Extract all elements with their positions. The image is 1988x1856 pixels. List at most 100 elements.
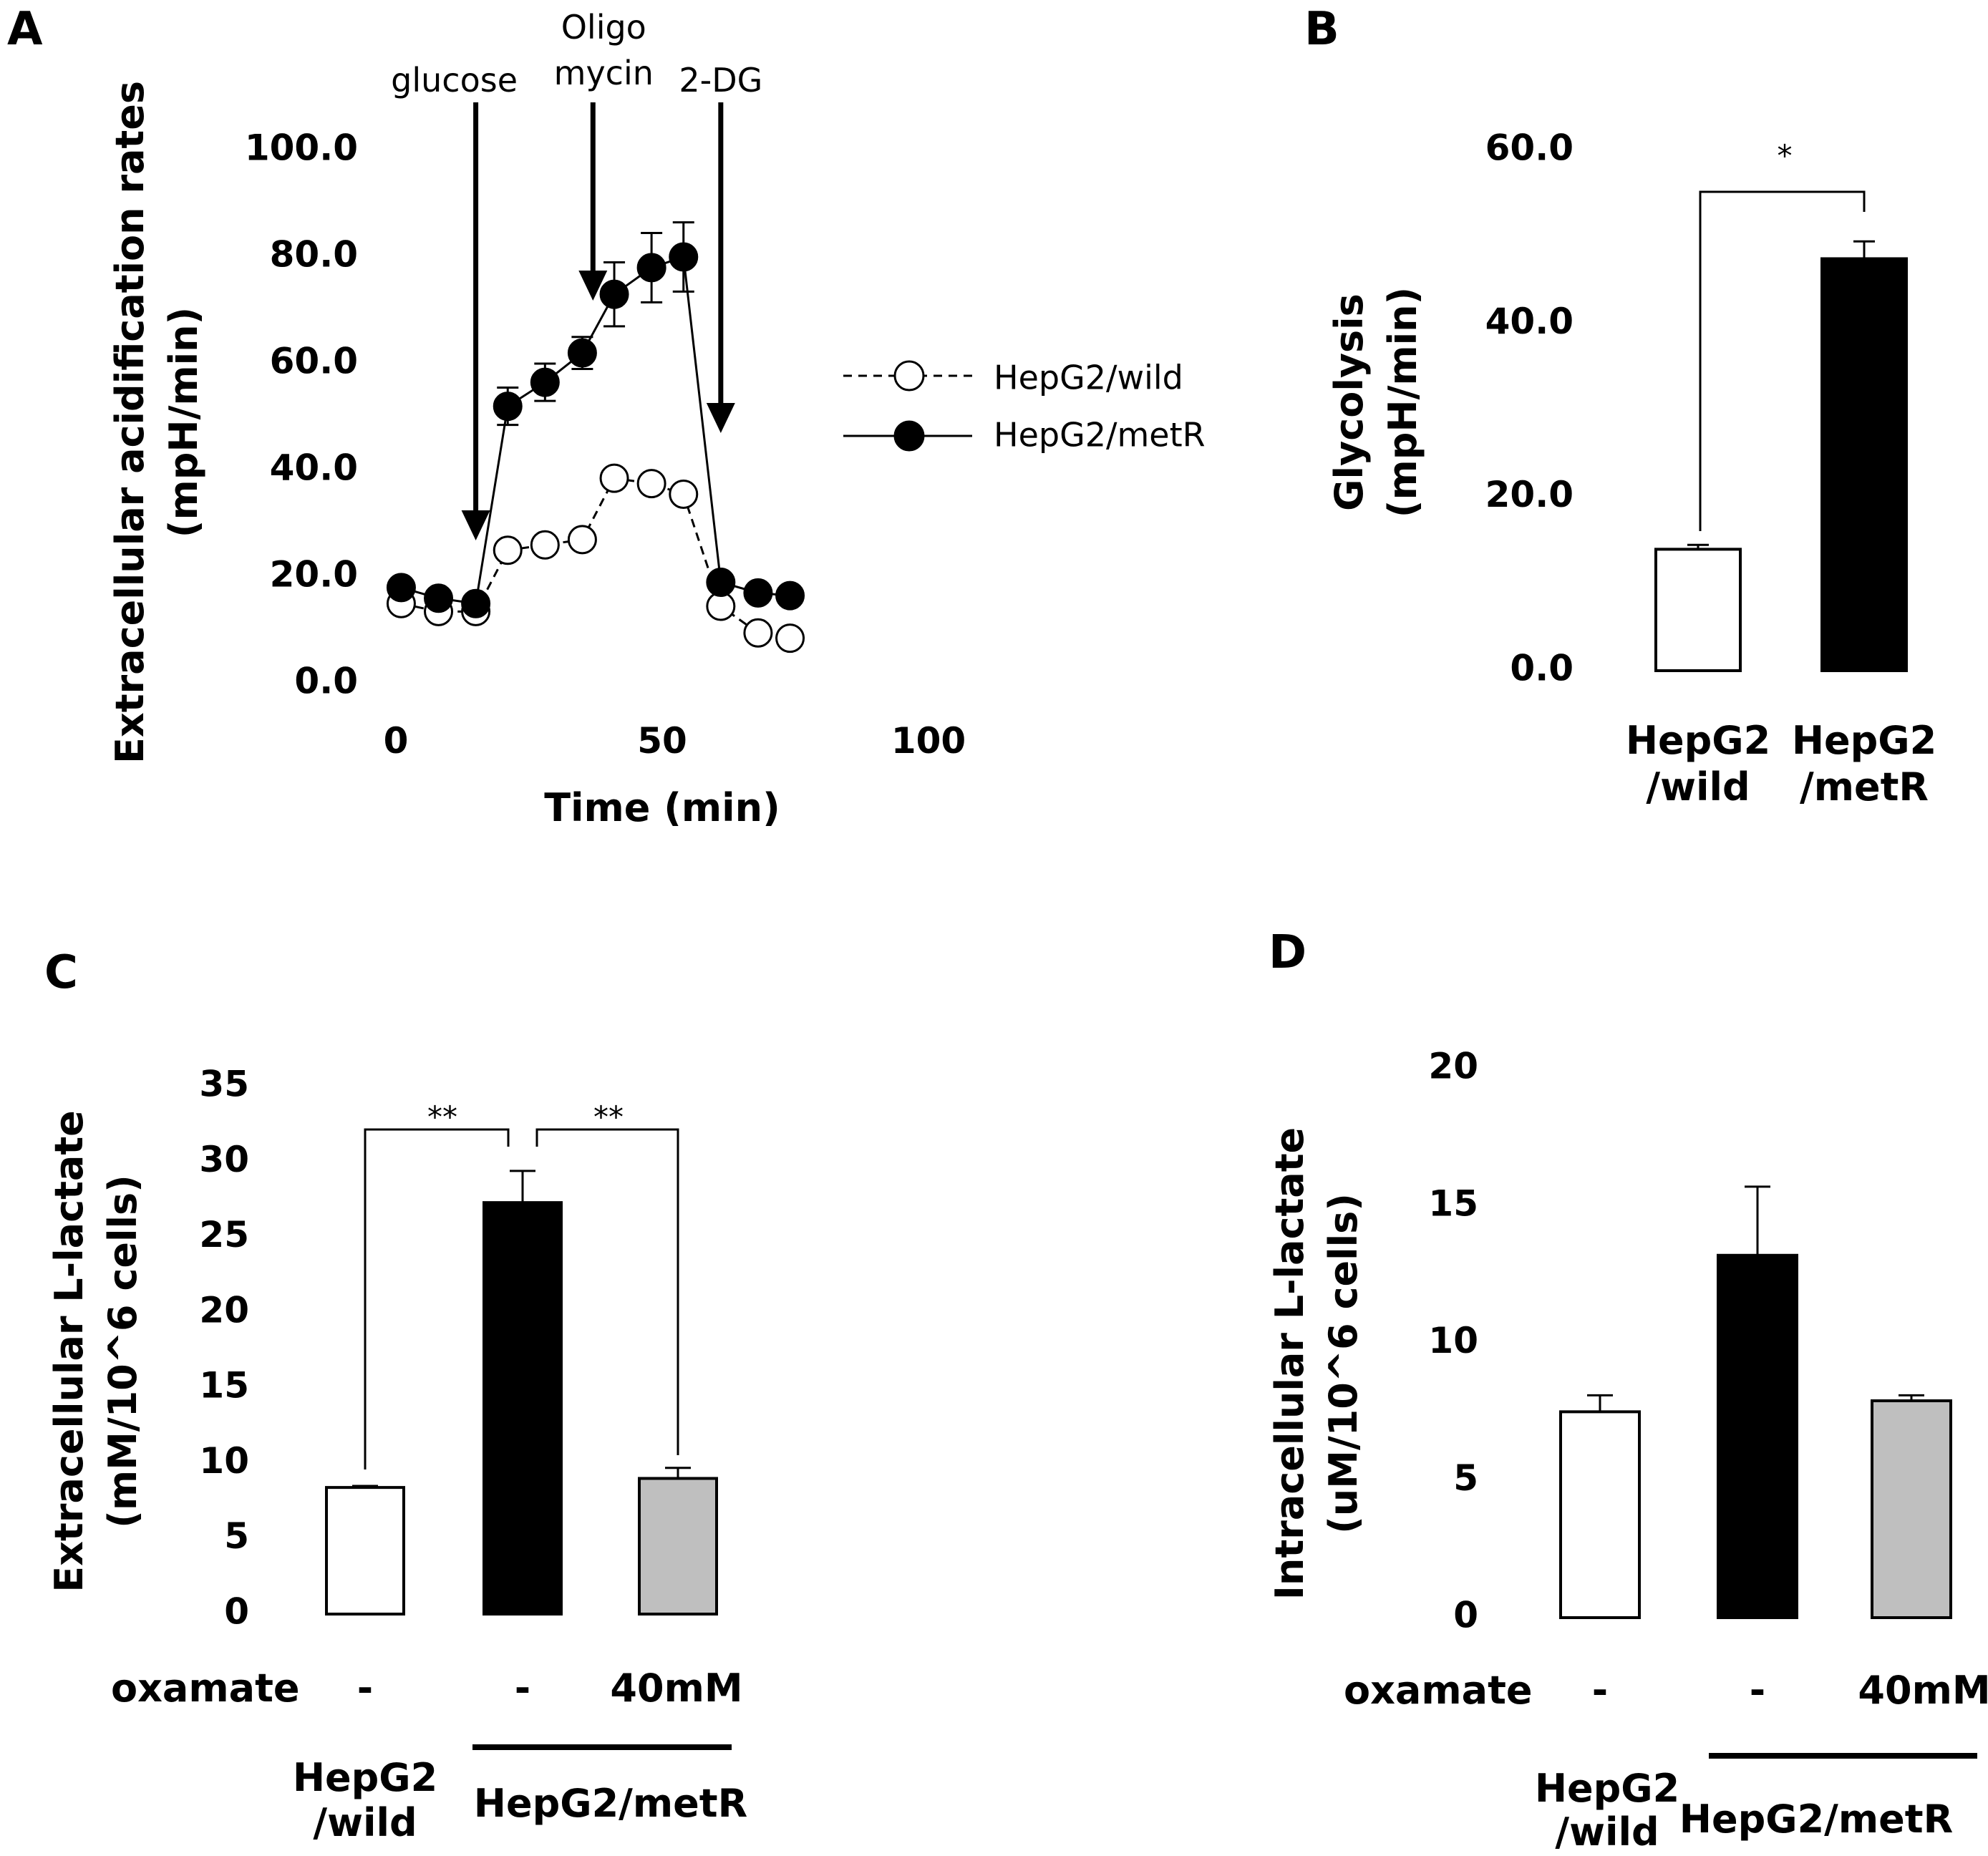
d-y-axis-title-line2: (uM/10^6 cells) — [1321, 1193, 1366, 1534]
legend-wild-marker — [893, 360, 925, 392]
a-y-axis-title-line1: Extracellular acidification rates — [107, 81, 152, 764]
d-y-axis-title-line1: Intracellular L-lactate — [1267, 1127, 1312, 1600]
a-x-tick-label: 100 — [891, 720, 966, 762]
a-x-tick-label: 0 — [384, 720, 409, 762]
c-y-tick-label: 0 — [224, 1591, 249, 1633]
b-significance-star: * — [1778, 138, 1793, 173]
chart-a: 0.0 20.0 40.0 60.0 80.0 100.0 0 50 100 Time (mi… — [107, 8, 1206, 830]
a-y-tick-label: 80.0 — [270, 234, 358, 276]
d-y-tick-label: 0 — [1453, 1595, 1478, 1636]
d-y-tick-label: 15 — [1428, 1182, 1478, 1224]
a-point-metr — [743, 578, 773, 608]
b-y-tick-label: 20.0 — [1485, 474, 1574, 515]
d-treatment-wild: - — [1592, 1668, 1608, 1713]
panel-letter-d: D — [1269, 926, 1306, 979]
c-treatment-metr-oxamate: 40mM — [610, 1666, 742, 1711]
a-point-wild — [775, 623, 805, 654]
b-y-axis-title-line2: (mpH/min) — [1380, 287, 1425, 518]
d-y-tick-label: 5 — [1453, 1457, 1478, 1499]
c-treatment-wild: - — [357, 1666, 373, 1711]
legend-metr-marker — [893, 420, 925, 452]
a-point-metr — [530, 367, 560, 397]
legend-metr-label: HepG2/metR — [994, 416, 1206, 455]
d-bars — [1559, 1185, 1952, 1620]
d-treatment-metr-oxamate: 40mM — [1858, 1668, 1988, 1713]
b-y-tick-label: 0.0 — [1510, 648, 1574, 689]
b-y-tick-label: 60.0 — [1485, 127, 1574, 169]
panel-letter-c: C — [44, 946, 78, 999]
a-point-metr — [669, 242, 699, 272]
c-bar — [483, 1201, 563, 1616]
a-point-wild — [530, 530, 560, 560]
c-bars — [325, 1170, 718, 1616]
a-point-wild — [493, 535, 523, 565]
a-point-wild — [669, 480, 699, 510]
c-significance-right: ** — [593, 1099, 624, 1135]
c-bar — [638, 1477, 718, 1616]
a-y-tick-label: 40.0 — [270, 447, 358, 489]
d-treatment-label: oxamate — [1344, 1668, 1533, 1713]
c-treatment-label: oxamate — [111, 1666, 300, 1711]
c-y-axis-title-line1: Extracellular L-lactate — [47, 1110, 92, 1593]
d-bar — [1559, 1410, 1641, 1619]
c-y-tick-label: 30 — [199, 1139, 249, 1180]
b-category-metr-line2: /metR — [1800, 764, 1929, 810]
a-point-metr — [636, 253, 666, 283]
a-arrow-head — [706, 403, 735, 433]
a-annotation-label: 2-DG — [679, 61, 762, 99]
a-point-wild — [743, 618, 773, 648]
b-y-axis-title-line1: Glycolysis — [1327, 293, 1372, 511]
chart-c: 0 5 10 15 20 25 30 35 Extracellular L-lactate (… — [47, 1064, 747, 1846]
a-annotation-label-line2: mycin — [554, 54, 654, 92]
c-y-tick-label: 10 — [199, 1440, 249, 1482]
c-y-tick-label: 15 — [199, 1365, 249, 1406]
b-bar — [1654, 548, 1742, 672]
d-group-wild-line1: HepG2 — [1535, 1766, 1679, 1811]
d-group-metr: HepG2/metR — [1679, 1797, 1953, 1842]
a-point-metr — [706, 567, 736, 597]
a-annotation-label-line1: Oligo — [561, 8, 646, 47]
a-point-wild — [599, 463, 629, 493]
panel-letter-a: A — [7, 3, 43, 56]
c-y-axis-title-line2: (mM/10^6 cells) — [100, 1175, 145, 1528]
c-group-wild-line1: HepG2 — [293, 1755, 437, 1800]
c-y-tick-label: 25 — [199, 1214, 249, 1255]
a-point-wild — [567, 525, 597, 555]
b-category-metr-line1: HepG2 — [1792, 718, 1936, 763]
a-point-metr — [424, 583, 454, 613]
a-x-tick-labels: 0 50 100 — [384, 720, 966, 762]
d-y-tick-labels: 0 5 10 15 20 — [1428, 1046, 1478, 1636]
a-y-axis-title-line2: (mpH/min) — [161, 307, 206, 538]
a-series — [386, 221, 805, 654]
a-x-tick-label: 50 — [637, 720, 687, 762]
c-y-tick-labels: 0 5 10 15 20 25 30 35 — [199, 1064, 249, 1633]
panel-letter-b: B — [1304, 3, 1339, 56]
a-series-line-1 — [401, 255, 790, 605]
d-bar — [1871, 1399, 1952, 1620]
a-point-metr — [493, 392, 523, 422]
c-significance-left: ** — [427, 1099, 457, 1135]
a-point-wild — [636, 469, 666, 499]
a-x-axis-title: Time (min) — [544, 785, 780, 830]
a-point-metr — [567, 338, 597, 368]
a-injection-arrows: glucose Oligo mycin 2-DG — [391, 8, 762, 540]
c-group-wild-line2: /wild — [313, 1800, 417, 1845]
b-bar — [1820, 257, 1908, 673]
c-y-tick-label: 20 — [199, 1289, 249, 1331]
b-category-wild-line2: /wild — [1646, 764, 1750, 810]
d-treatment-metr: - — [1750, 1668, 1765, 1713]
a-arrow-head — [578, 271, 608, 301]
a-y-tick-label: 100.0 — [245, 127, 358, 169]
c-bracket-right — [535, 1128, 679, 1455]
c-treatment-metr: - — [515, 1666, 530, 1711]
b-bars — [1654, 240, 1908, 673]
a-y-tick-labels: 0.0 20.0 40.0 60.0 80.0 100.0 — [245, 127, 358, 702]
d-bar — [1717, 1253, 1798, 1620]
a-annotation-label: glucose — [391, 61, 518, 99]
b-significance-bracket — [1699, 190, 1866, 531]
a-y-tick-label: 20.0 — [270, 554, 358, 596]
d-y-tick-label: 10 — [1428, 1320, 1478, 1361]
a-point-metr — [599, 279, 629, 309]
c-y-tick-label: 35 — [199, 1064, 249, 1105]
